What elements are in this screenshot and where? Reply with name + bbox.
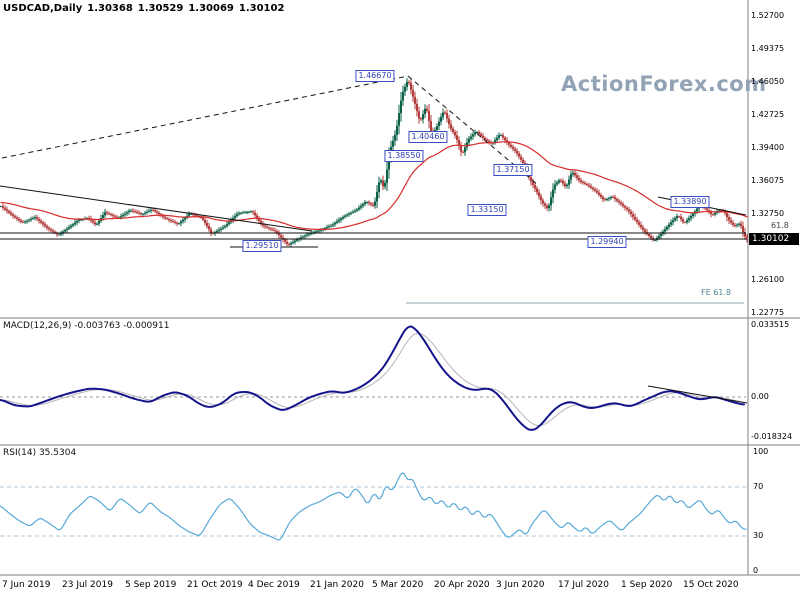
price-annotation: 1.40460 [408,131,448,143]
price-axis-label: 1.49375 [751,44,785,53]
price-annotation: 1.37150 [493,164,533,176]
time-axis-label: 1 Sep 2020 [621,580,673,590]
price-annotation: 1.33890 [670,196,710,208]
macd-axis-label: 0.00 [751,392,769,401]
open-value: 1.30368 [87,3,133,14]
price-annotation: 1.33150 [467,204,507,216]
time-axis-label: 15 Oct 2020 [683,580,739,590]
price-annotation: 1.29940 [587,236,627,248]
ohlc-header: USDCAD,Daily 1.30368 1.30529 1.30069 1.30102 [3,3,289,14]
rsi-axis-label: 100 [753,447,769,456]
rsi-axis-label: 70 [753,482,764,491]
price-axis-label: 1.42725 [751,110,785,119]
symbol-period-label: USDCAD,Daily [3,3,83,14]
low-value: 1.30069 [188,3,234,14]
current-price-tag: 1.30102 [749,233,799,245]
price-axis-label: 1.52700 [751,11,785,20]
price-axis-label: 1.39400 [751,143,785,152]
watermark: ActionForex.com [561,72,767,96]
time-axis-label: 5 Mar 2020 [372,580,424,590]
macd-axis-label: 0.033515 [751,320,790,329]
close-value: 1.30102 [238,3,285,14]
macd-axis-label: -0.018324 [751,432,793,441]
high-value: 1.30529 [137,3,184,14]
fe-projection-label: FE 61.8 [701,288,732,297]
time-axis-label: 5 Sep 2019 [125,580,177,590]
price-annotation: 1.38550 [384,150,424,162]
rsi-indicator-label: RSI(14) 35.5304 [3,448,77,458]
price-annotation: 1.29510 [242,240,282,252]
time-axis-label: 7 Jun 2019 [2,580,51,590]
time-axis-label: 20 Apr 2020 [434,580,490,590]
price-annotation: 1.46670 [355,70,395,82]
time-axis-label: 21 Oct 2019 [187,580,243,590]
macd-indicator-label: MACD(12,26,9) -0.003763 -0.000911 [3,321,170,331]
rsi-axis-label: 30 [753,531,764,540]
time-axis-label: 21 Jan 2020 [310,580,364,590]
time-axis-label: 23 Jul 2019 [62,580,113,590]
time-axis-label: 4 Dec 2019 [248,580,300,590]
time-axis-label: 3 Jun 2020 [496,580,545,590]
price-axis-label: 1.32750 [751,209,785,218]
time-axis-label: 17 Jul 2020 [558,580,609,590]
price-axis-label: 1.22775 [751,308,785,317]
rsi-axis-label: 0 [753,566,759,575]
price-axis-label: 1.26100 [751,275,785,284]
price-axis-label: 1.36075 [751,176,785,185]
fib-level-label: 61.8 [771,221,789,230]
price-axis-label: 1.46050 [751,77,785,86]
